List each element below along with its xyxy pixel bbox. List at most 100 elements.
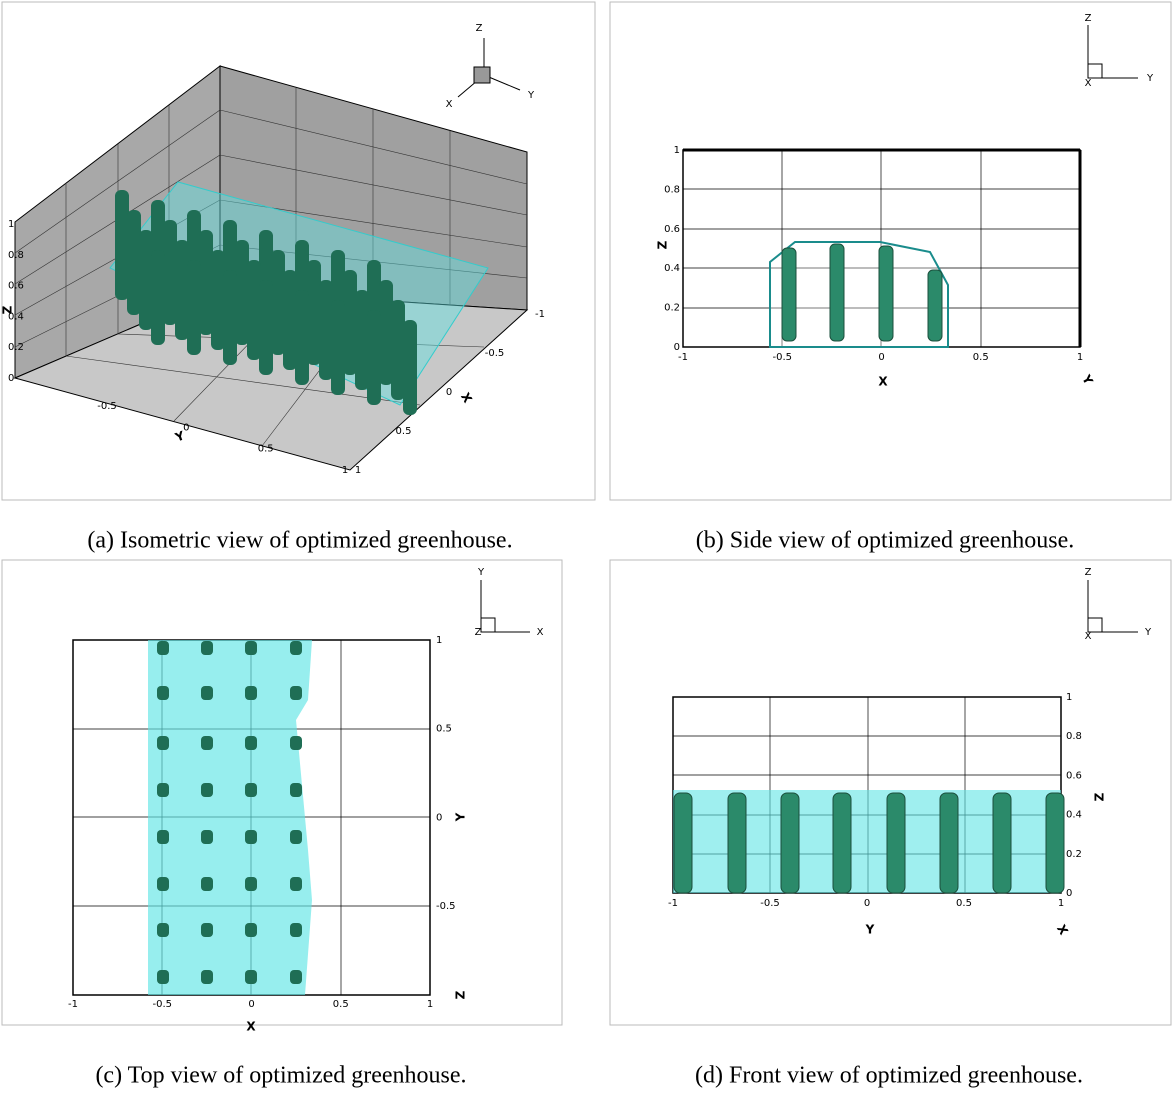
tick-label: 1	[427, 999, 433, 1010]
tick-label: 0.2	[1066, 849, 1082, 860]
pillar	[201, 830, 213, 844]
pillar	[343, 270, 357, 375]
tick-label: -1	[68, 999, 78, 1010]
pillar	[211, 250, 225, 350]
pillar	[199, 230, 213, 335]
caption: (b) Side view of optimized greenhouse.	[696, 528, 1075, 554]
pillar	[331, 300, 345, 395]
tick-label: -0.5	[772, 352, 792, 363]
pillar	[290, 923, 302, 937]
tick-label: 0	[1066, 888, 1072, 899]
pillar	[833, 793, 851, 893]
pillar	[367, 310, 381, 405]
greenhouse	[770, 242, 948, 347]
caption: (d) Front view of optimized greenhouse.	[695, 1063, 1083, 1089]
tick-label: 1	[1066, 692, 1072, 703]
pillar	[157, 830, 169, 844]
triad	[481, 580, 530, 632]
tick-label: 0	[183, 422, 189, 433]
tick-label: 0.6	[664, 224, 680, 235]
triad-label: X	[537, 627, 544, 638]
tick-label: 0.4	[1066, 810, 1082, 821]
pillar	[201, 877, 213, 891]
triad-label: Z	[476, 23, 483, 34]
tick-label: 0.5	[436, 724, 452, 735]
pillar	[319, 280, 333, 380]
triad	[1088, 580, 1138, 632]
tick-label: 0	[248, 999, 254, 1010]
pillar	[245, 783, 257, 797]
axis-title: Z	[1093, 792, 1107, 801]
pillar	[245, 923, 257, 937]
tick-label: 0.5	[973, 352, 989, 363]
tick-label: 0.2	[664, 303, 680, 314]
pillar	[157, 783, 169, 797]
axis-title: X	[1054, 922, 1071, 938]
pillar	[403, 320, 417, 415]
pillar	[175, 240, 189, 340]
tick-label: -0.5	[485, 348, 505, 359]
pillar	[290, 736, 302, 750]
pillar	[290, 686, 302, 700]
tick-label: 0	[878, 352, 884, 363]
tick-label: 1	[8, 219, 14, 230]
triad-label: Y	[527, 90, 535, 101]
pillar	[157, 736, 169, 750]
pillar	[201, 686, 213, 700]
caption: (c) Top view of optimized greenhouse.	[95, 1063, 466, 1089]
pillar	[139, 230, 153, 330]
axis-title: Y	[865, 923, 875, 937]
tick-label: 0.8	[8, 250, 24, 261]
tick-label: 1	[436, 635, 442, 646]
tick-label: 1	[1077, 352, 1083, 363]
pillar	[223, 270, 237, 365]
triad-label: Z	[1085, 567, 1092, 578]
triad-label: X	[1085, 78, 1092, 89]
pillar	[163, 220, 177, 325]
tick-label: 0.4	[8, 311, 24, 322]
triad	[1088, 25, 1138, 78]
pillar	[245, 736, 257, 750]
pillar	[290, 830, 302, 844]
pillar	[157, 877, 169, 891]
pillar	[355, 290, 369, 390]
axis-title: Z	[656, 240, 670, 249]
tick-label: 0	[446, 387, 452, 398]
triad-label: Z	[1085, 13, 1092, 24]
triad-label: Y	[1144, 627, 1152, 638]
pillar	[235, 240, 249, 345]
tick-label: 0.2	[8, 342, 24, 353]
pillar	[157, 641, 169, 655]
figure: (a) Isometric view of optimized greenhou…	[0, 0, 1173, 1105]
pillar	[187, 260, 201, 355]
pillar	[157, 923, 169, 937]
tick-label: 0	[8, 373, 14, 384]
pillar	[201, 923, 213, 937]
pillar	[391, 300, 405, 400]
pillar	[887, 793, 905, 893]
triad-label: X	[446, 99, 453, 110]
tick-label: 0.5	[333, 999, 349, 1010]
pillar	[940, 793, 958, 893]
pillar	[993, 793, 1011, 893]
tick-label: -0.5	[152, 999, 172, 1010]
tick-label: -0.5	[97, 401, 117, 412]
tick-label: 0.6	[1066, 770, 1082, 781]
caption: (a) Isometric view of optimized greenhou…	[87, 528, 512, 554]
tick-label: 0	[864, 898, 870, 909]
axis-title: X	[878, 375, 888, 389]
axis-title: Y	[1079, 372, 1096, 388]
pillar	[157, 970, 169, 984]
axis-title: Y	[454, 812, 468, 822]
tick-label: 0.6	[8, 281, 24, 292]
triad-label: Y	[1146, 73, 1154, 84]
tick-label: 0.8	[664, 184, 680, 195]
tick-label: 0.5	[258, 444, 274, 455]
pillar	[674, 793, 692, 893]
pillar	[151, 250, 165, 345]
pillar	[781, 793, 799, 893]
pillar	[201, 970, 213, 984]
pillar	[201, 783, 213, 797]
pillar	[259, 280, 273, 375]
greenhouse	[148, 640, 312, 995]
